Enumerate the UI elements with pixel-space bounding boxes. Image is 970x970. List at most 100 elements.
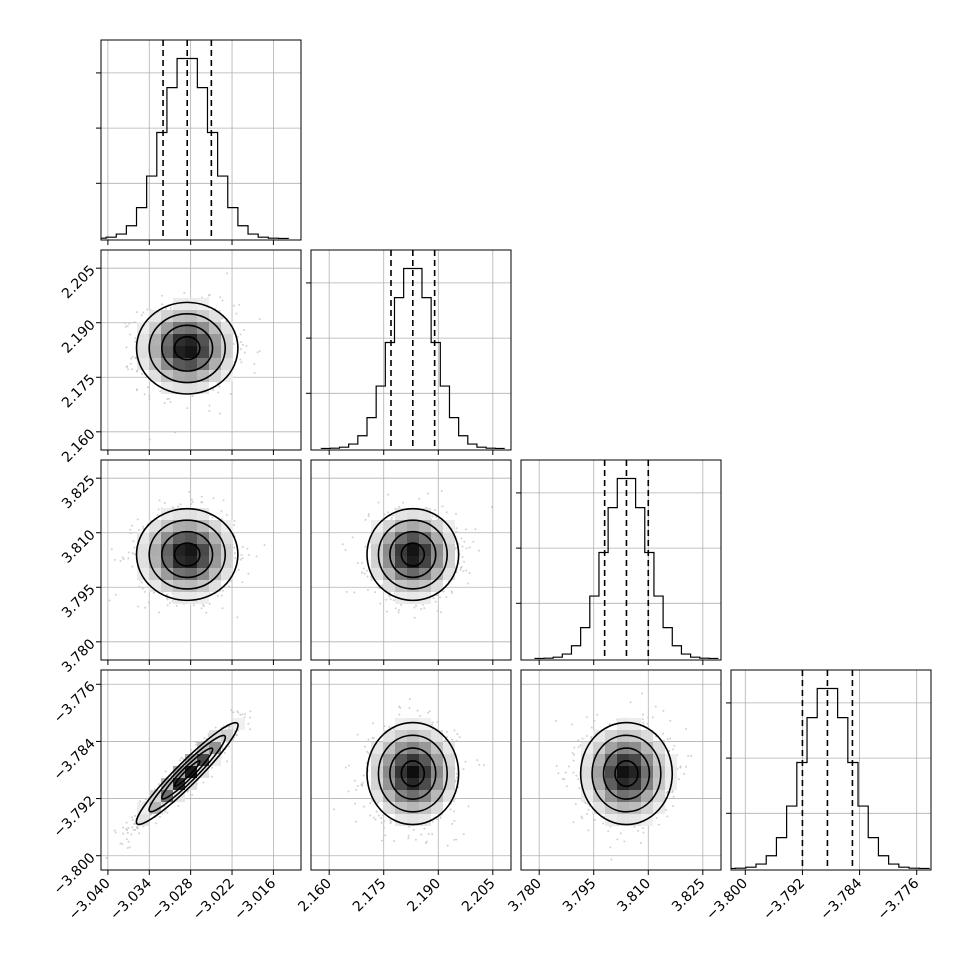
density-cell — [173, 544, 185, 556]
sample-point — [439, 596, 442, 599]
x-tick-label: −3.784 — [817, 875, 865, 923]
sample-point — [163, 501, 166, 504]
density-cell — [431, 730, 443, 742]
sample-point — [243, 716, 246, 719]
sample-point — [179, 503, 182, 506]
density-cell — [431, 532, 443, 544]
panel-3-3: −3.800 −3.792 −3.784 −3.776 — [703, 669, 932, 923]
sample-point — [183, 291, 186, 294]
panel-frame — [310, 459, 512, 661]
density-cell — [185, 544, 197, 556]
density-cell — [137, 544, 149, 556]
density-cell — [617, 790, 629, 802]
sample-point — [647, 716, 650, 719]
y-tick-label: 3.795 — [59, 582, 99, 622]
sample-point — [619, 832, 622, 835]
sample-point — [208, 293, 211, 296]
sample-point — [229, 725, 232, 728]
density-cell — [665, 766, 677, 778]
density-cell — [173, 520, 185, 532]
sample-point — [119, 842, 122, 845]
sample-point — [211, 516, 214, 519]
x-tick-label: 3.795 — [560, 876, 600, 916]
panel-content — [311, 670, 511, 870]
density-cell — [431, 766, 443, 778]
sample-point — [159, 815, 162, 818]
sample-point — [232, 304, 235, 307]
density-cell — [629, 778, 641, 790]
sample-point — [665, 809, 668, 812]
sample-point — [453, 810, 456, 813]
density-cell — [197, 520, 209, 532]
sample-point — [455, 838, 458, 841]
sample-point — [125, 821, 128, 824]
sample-point — [465, 569, 468, 572]
sample-point — [563, 778, 566, 781]
sample-point — [140, 314, 143, 317]
x-tick-label: 3.825 — [669, 876, 709, 916]
sample-point — [453, 838, 456, 841]
sample-point — [371, 722, 374, 725]
sample-point — [462, 570, 465, 573]
sample-point — [590, 737, 593, 740]
y-tick-label: 2.160 — [59, 426, 99, 466]
sample-point — [186, 790, 189, 793]
density-cell — [221, 544, 233, 556]
sample-point — [253, 363, 256, 366]
sample-point — [408, 706, 411, 709]
sample-point — [580, 815, 583, 818]
sample-point — [122, 826, 125, 829]
sample-point — [439, 817, 442, 820]
density-cell — [629, 790, 641, 802]
sample-point — [382, 814, 385, 817]
sample-point — [366, 750, 369, 753]
sample-point — [138, 832, 141, 835]
sample-point — [221, 589, 224, 592]
sample-point — [565, 785, 568, 788]
density-cell — [419, 532, 431, 544]
sample-point — [445, 511, 448, 514]
panel-0-0 — [96, 39, 302, 245]
sample-point — [347, 764, 350, 767]
density-cell — [593, 742, 605, 754]
sample-point — [442, 590, 445, 593]
sample-point — [134, 337, 137, 340]
sample-point — [190, 498, 193, 501]
sample-point — [166, 604, 169, 607]
density-cell — [407, 814, 419, 826]
sample-point — [249, 710, 252, 713]
sample-point — [366, 589, 369, 592]
sample-point — [211, 766, 214, 769]
contour-2 — [161, 324, 214, 372]
sample-point — [460, 537, 463, 540]
sample-point — [333, 808, 336, 811]
density-cell — [173, 592, 185, 604]
panel-2-0: 3.780 3.795 3.810 3.825 — [59, 459, 302, 676]
sample-point — [364, 545, 367, 548]
density-cell — [161, 568, 173, 580]
density-cell — [419, 592, 431, 604]
sample-point — [610, 858, 613, 861]
sample-point — [124, 325, 127, 328]
sample-point — [255, 555, 258, 558]
sample-point — [195, 741, 198, 744]
sample-point — [125, 366, 128, 369]
density-cell — [173, 580, 185, 592]
density-cell — [233, 718, 245, 730]
sample-point — [666, 738, 669, 741]
density-cell — [641, 802, 653, 814]
density-cell — [407, 580, 419, 592]
sample-point — [131, 826, 134, 829]
contour-4 — [366, 721, 460, 826]
sample-point — [135, 370, 138, 373]
density-cell — [185, 508, 197, 520]
sample-point — [424, 842, 427, 845]
sample-point — [421, 603, 424, 606]
sample-point — [453, 819, 456, 822]
density-cell — [137, 556, 149, 568]
sample-point — [372, 816, 375, 819]
sample-point — [114, 831, 117, 834]
sample-point — [557, 772, 560, 775]
sample-point — [662, 732, 665, 735]
sample-point — [166, 598, 169, 601]
